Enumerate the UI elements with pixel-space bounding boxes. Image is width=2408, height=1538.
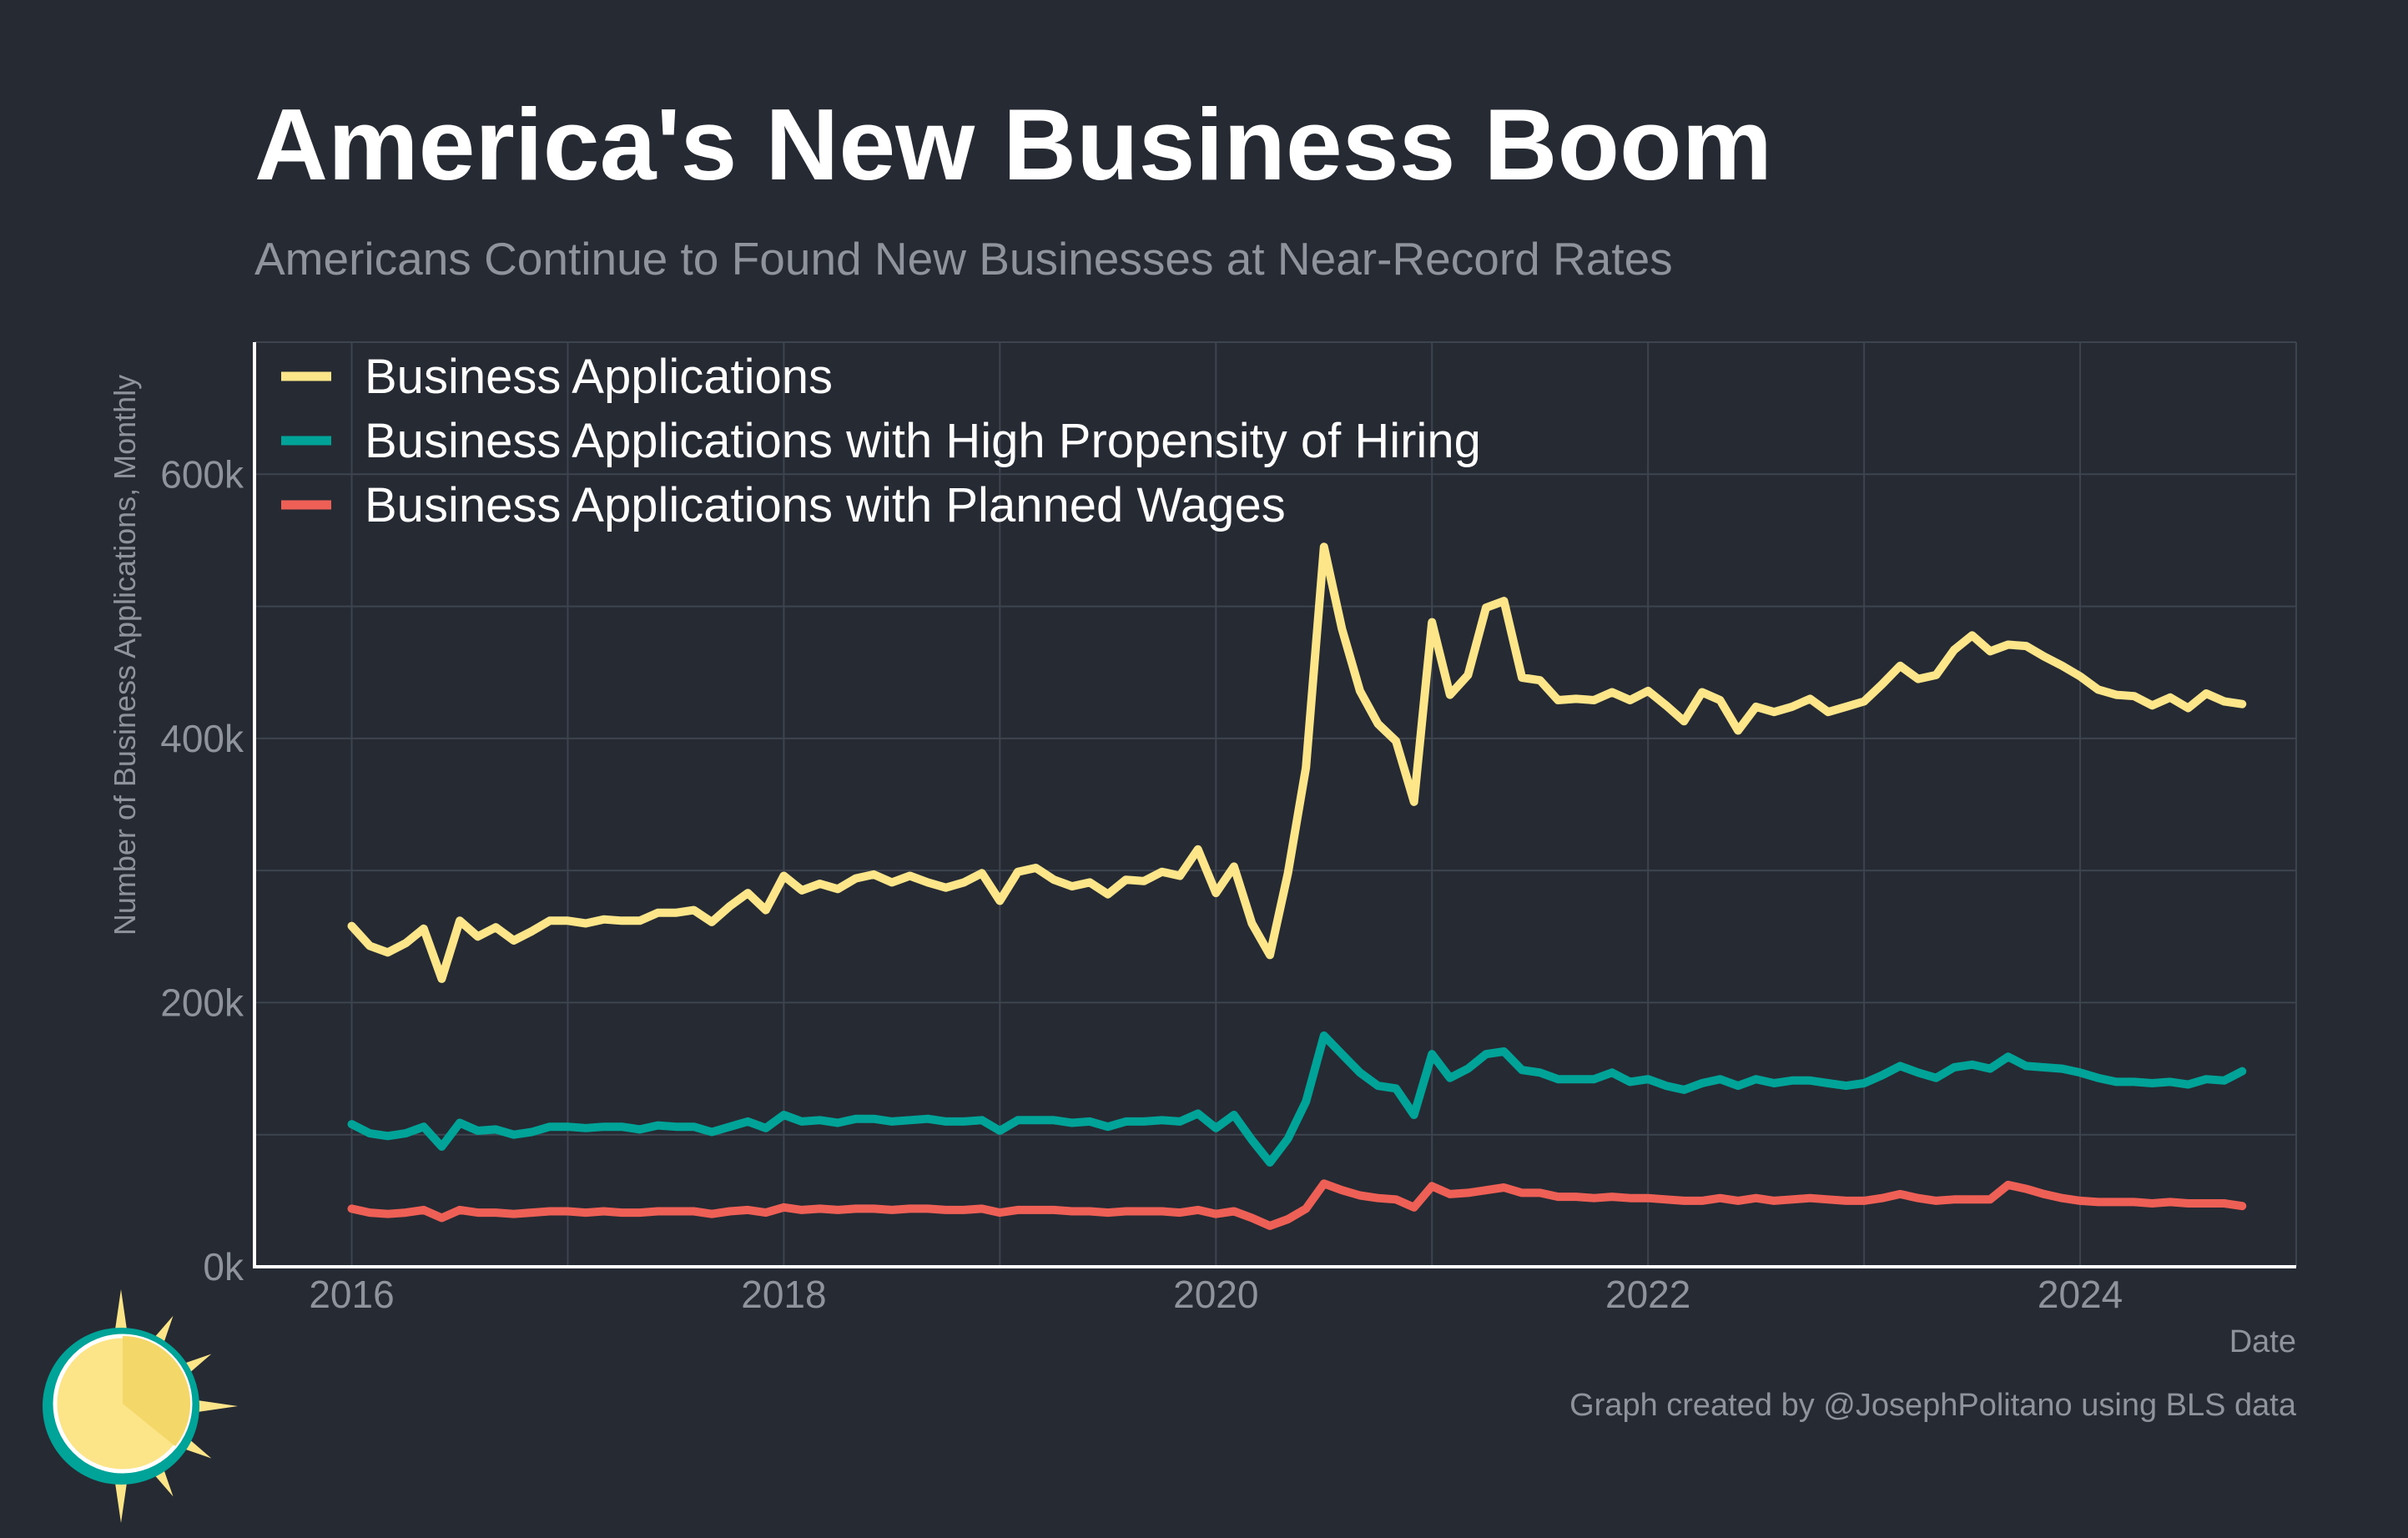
sun-logo-icon xyxy=(43,1289,238,1523)
sun-ray xyxy=(113,1472,128,1523)
x-tick-label: 2020 xyxy=(1173,1273,1258,1316)
y-tick-label: 0k xyxy=(203,1245,244,1288)
y-axis-label: Number of Business Applications, Monthly xyxy=(108,375,142,935)
legend: Business Applications Business Applicatio… xyxy=(281,350,1481,532)
sun-ray xyxy=(187,1399,238,1414)
y-tick-label: 400k xyxy=(160,717,244,760)
source-caption: Graph created by @JosephPolitano using B… xyxy=(1569,1388,2296,1423)
x-axis-label: Date xyxy=(2229,1324,2296,1359)
tick-labels: 2016 2018 2020 2022 2024 0k 200k 400k 600k xyxy=(160,452,2123,1316)
page-subtitle: Americans Continue to Found New Business… xyxy=(254,233,1673,285)
sun-ray xyxy=(113,1289,128,1340)
page-title: America's New Business Boom xyxy=(254,88,1772,201)
series-lines xyxy=(347,542,2247,1230)
y-tick-label: 200k xyxy=(160,981,244,1024)
axes xyxy=(253,342,2296,1268)
series-line-2 xyxy=(347,1179,2247,1230)
x-tick-label: 2024 xyxy=(2038,1273,2123,1316)
x-tick-label: 2022 xyxy=(1605,1273,1690,1316)
y-tick-label: 600k xyxy=(160,452,244,496)
series-line-0 xyxy=(347,542,2247,983)
x-tick-label: 2016 xyxy=(309,1273,394,1316)
legend-label: Business Applications with High Propensi… xyxy=(365,414,1481,468)
sun-wedge-icon xyxy=(123,1336,191,1446)
legend-label: Business Applications with Planned Wages xyxy=(365,478,1286,532)
x-tick-label: 2018 xyxy=(741,1273,826,1316)
legend-label: Business Applications xyxy=(365,350,833,404)
series-line-1 xyxy=(347,1031,2247,1167)
